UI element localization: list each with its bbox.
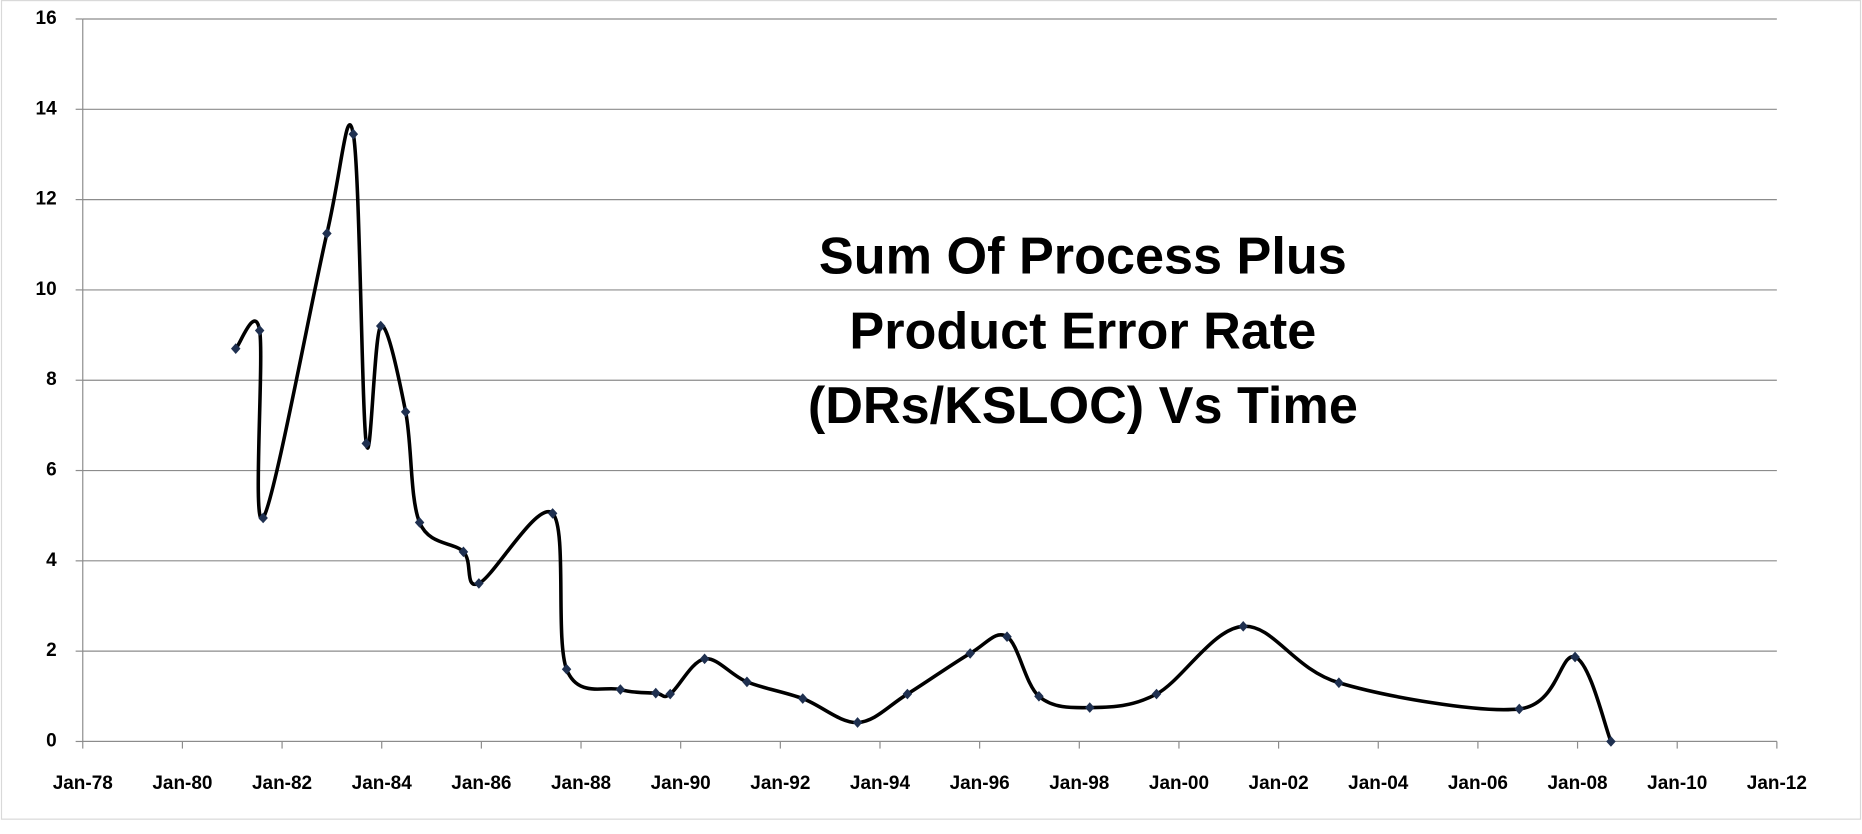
x-tick-label: Jan-96 <box>950 773 1010 794</box>
x-tick-label: Jan-10 <box>1647 773 1707 794</box>
data-point <box>561 663 572 675</box>
data-point <box>742 676 752 688</box>
x-tick-label: Jan-82 <box>252 773 312 794</box>
data-point <box>474 578 484 589</box>
data-point <box>1334 677 1344 689</box>
y-tick-label: 4 <box>46 550 57 571</box>
data-point <box>348 128 359 140</box>
data-point <box>414 517 425 528</box>
data-point <box>1570 651 1580 663</box>
x-tick-label: Jan-06 <box>1448 773 1508 794</box>
chart-title: Product Error Rate <box>849 302 1316 360</box>
data-point <box>902 688 913 700</box>
y-tick-label: 16 <box>36 8 57 29</box>
x-tick-label: Jan-78 <box>53 773 113 794</box>
data-point <box>665 688 675 700</box>
x-tick-label: Jan-88 <box>551 773 611 794</box>
chart-title: Sum Of Process Plus <box>819 228 1347 286</box>
plot: 0 2 4 6 8 10 12 14 16 Jan-78 Jan-80 Jan-82 Jan-84 Jan… <box>36 8 1807 794</box>
data-point <box>375 320 386 332</box>
x-tick-label: Jan-98 <box>1049 773 1109 794</box>
x-tick-label: Jan-00 <box>1149 773 1209 794</box>
x-tick-label: Jan-08 <box>1548 773 1608 794</box>
y-tick-label: 8 <box>46 369 57 390</box>
x-tick-label: Jan-84 <box>352 773 413 794</box>
data-point <box>361 438 372 449</box>
y-tick-label: 6 <box>46 460 57 481</box>
y-tick-label: 12 <box>36 189 57 210</box>
data-point <box>1085 702 1095 713</box>
data-point <box>615 684 626 695</box>
data-point <box>400 406 411 418</box>
y-tick-label: 0 <box>46 730 57 751</box>
chart-title: (DRs/KSLOC) Vs Time <box>808 377 1358 435</box>
data-point <box>547 508 558 519</box>
y-tick-label: 14 <box>36 98 58 119</box>
x-tick-label: Jan-80 <box>152 773 212 794</box>
data-point <box>1002 631 1012 643</box>
data-point <box>1606 736 1616 747</box>
x-tick-label: Jan-02 <box>1249 773 1309 794</box>
data-point <box>1238 620 1248 632</box>
data-point <box>1151 688 1162 700</box>
x-tick-label: Jan-12 <box>1747 773 1807 794</box>
y-tick-label: 2 <box>46 640 57 661</box>
data-point <box>798 693 808 704</box>
data-point <box>699 653 710 665</box>
x-tick-label: Jan-86 <box>451 773 511 794</box>
data-point <box>1514 703 1525 715</box>
x-tick-label: Jan-90 <box>651 773 711 794</box>
x-tick-label: Jan-92 <box>750 773 810 794</box>
y-tick-label: 10 <box>36 279 57 300</box>
x-tick-label: Jan-94 <box>850 773 911 794</box>
x-tick-label: Jan-04 <box>1348 773 1409 794</box>
